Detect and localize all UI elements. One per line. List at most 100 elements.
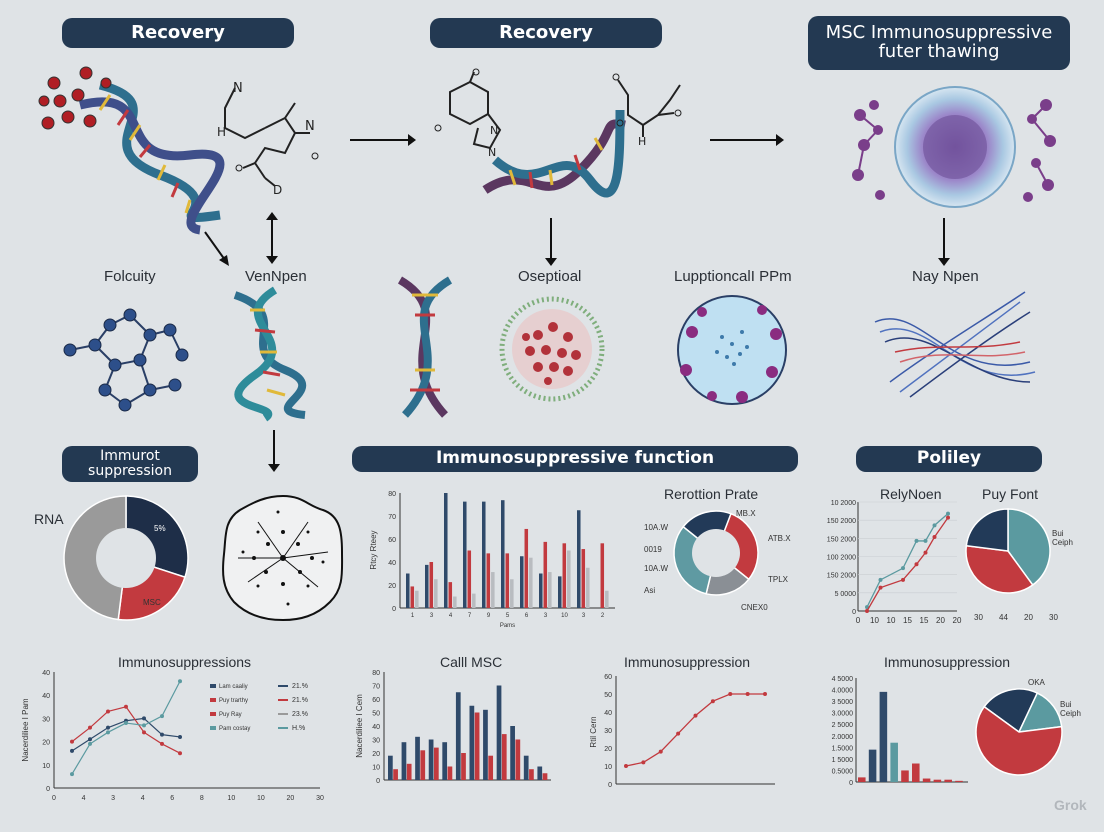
legend-label: Lam caaliy	[219, 684, 248, 690]
data-point	[88, 737, 92, 742]
tick-label: 3.0000	[832, 711, 854, 718]
bar	[453, 596, 457, 608]
bar-chart-immunosuppression-right: 4 5000 4.0000 3 5000 3.0000 2 5000 2.0000 1.50…	[832, 676, 968, 787]
data-point	[693, 713, 698, 718]
svg-text:N: N	[305, 119, 315, 134]
data-point	[88, 725, 92, 730]
legend-swatch	[210, 684, 216, 688]
data-point	[178, 679, 182, 684]
tick-label: 0	[376, 778, 380, 785]
line-chart-immunosuppressions: 40 40 30 20 10 0 Nacerdiliee I Pam 0 4 3 4 6 8 10 10 20…	[21, 670, 324, 802]
tick-label: 70	[372, 684, 380, 691]
bar	[600, 543, 605, 608]
legend-label: Puy Ray	[219, 712, 242, 718]
bar	[586, 567, 590, 608]
legend-value: 21.%	[292, 697, 308, 704]
data-point	[923, 538, 928, 543]
tick-label: 30	[372, 738, 380, 745]
label-vennpen: VenNpen	[245, 268, 307, 285]
legend-label: Pam costay	[219, 726, 250, 732]
header-immurot-line1: Immurot	[100, 448, 160, 465]
bar	[505, 553, 510, 608]
bar	[879, 691, 888, 782]
data-point	[142, 723, 146, 728]
data-point	[914, 562, 919, 567]
bar	[501, 734, 507, 780]
bar	[933, 779, 942, 782]
svg-text:H: H	[217, 125, 226, 139]
tick-label: 150 2000	[827, 573, 856, 580]
tick-label: 20	[936, 616, 945, 625]
line-chart-immunosuppression: 60 50 40 30 20 10 0 Rtil Cern	[589, 674, 775, 789]
data-point	[865, 609, 869, 613]
bar	[428, 739, 434, 780]
donut-pct-label: 5%	[154, 524, 166, 533]
tick-label: 50	[604, 692, 612, 699]
bar	[605, 590, 609, 608]
bar	[944, 779, 952, 782]
header-immurot: Immurot suppression	[62, 446, 198, 482]
tick-label: 20	[42, 740, 50, 747]
bar	[415, 590, 419, 608]
bar	[463, 501, 467, 608]
title-puyfront: Puy Font	[982, 486, 1039, 502]
pie-chart-oka	[975, 688, 1063, 776]
legend-label: Puy trarthy	[219, 698, 248, 704]
grok-watermark: Grok	[1054, 797, 1087, 813]
label-oseptioal: Oseptioal	[518, 268, 582, 285]
data-point	[160, 741, 164, 746]
bar	[406, 573, 410, 608]
tick-label: 20	[604, 746, 612, 753]
legend-value: H.%	[292, 725, 305, 732]
pie-slice	[1007, 508, 1051, 587]
tick-label: 150 2000	[827, 518, 856, 525]
data-point	[932, 523, 937, 528]
header-recovery-center: Recovery	[430, 18, 662, 48]
tick-label: 10	[604, 764, 612, 771]
legend-swatch	[210, 698, 216, 702]
bar	[496, 685, 502, 780]
arrow-diagonal-icon	[204, 231, 229, 266]
bar	[420, 750, 426, 780]
tick-label: 3	[111, 795, 115, 802]
bar	[529, 769, 534, 780]
tick-label: 5	[506, 613, 510, 619]
data-point	[178, 751, 182, 756]
bar-chart-immunosuppressive: 80 70 60 40 20 0 Rtcy Rteey 1 3 4 7 9 5 6 3 10 3 2 Pams	[369, 491, 615, 629]
tick-label: 9	[487, 613, 491, 619]
tick-label: 6	[170, 795, 174, 802]
molecule-network-icon	[63, 308, 189, 412]
tick-label: 8	[200, 795, 204, 802]
bar	[425, 564, 429, 608]
bar	[442, 742, 448, 780]
pie-chart-puyfront	[965, 508, 1051, 594]
tick-label: 0	[52, 795, 56, 802]
header-msc-immunosuppressive: MSC Immunosuppressive futer thawing	[808, 16, 1070, 70]
tick-label: 40	[42, 693, 50, 700]
tick-label: 60	[372, 697, 380, 704]
title-rerottion: Rerottion Prate	[664, 486, 759, 502]
protein-ribbon-icon	[874, 291, 1036, 398]
bar	[542, 773, 548, 780]
bar	[515, 739, 521, 780]
donut-chart	[63, 495, 189, 621]
bar	[510, 579, 514, 608]
bar	[524, 528, 529, 608]
tick-label: 0	[392, 606, 396, 613]
svg-text:D: D	[273, 183, 282, 197]
pie-label: Bui Ceiph	[1052, 529, 1073, 547]
tick-label: 0	[856, 616, 861, 625]
bar	[393, 769, 398, 780]
tick-label: 4.0000	[832, 688, 854, 695]
tick-label: 20	[388, 583, 396, 590]
bar	[406, 763, 412, 780]
bar	[467, 550, 472, 608]
tick-label: 3	[582, 613, 586, 619]
tick-label: 7	[468, 613, 472, 619]
pie-slice	[965, 508, 1009, 552]
cell-illustration-icon	[852, 86, 1056, 208]
dna-helix-icon	[233, 286, 307, 422]
header-poliley: Poliley	[856, 446, 1042, 472]
title-immunosuppression-mid: Immunosuppression	[624, 654, 751, 670]
pie-slice	[975, 705, 1063, 776]
